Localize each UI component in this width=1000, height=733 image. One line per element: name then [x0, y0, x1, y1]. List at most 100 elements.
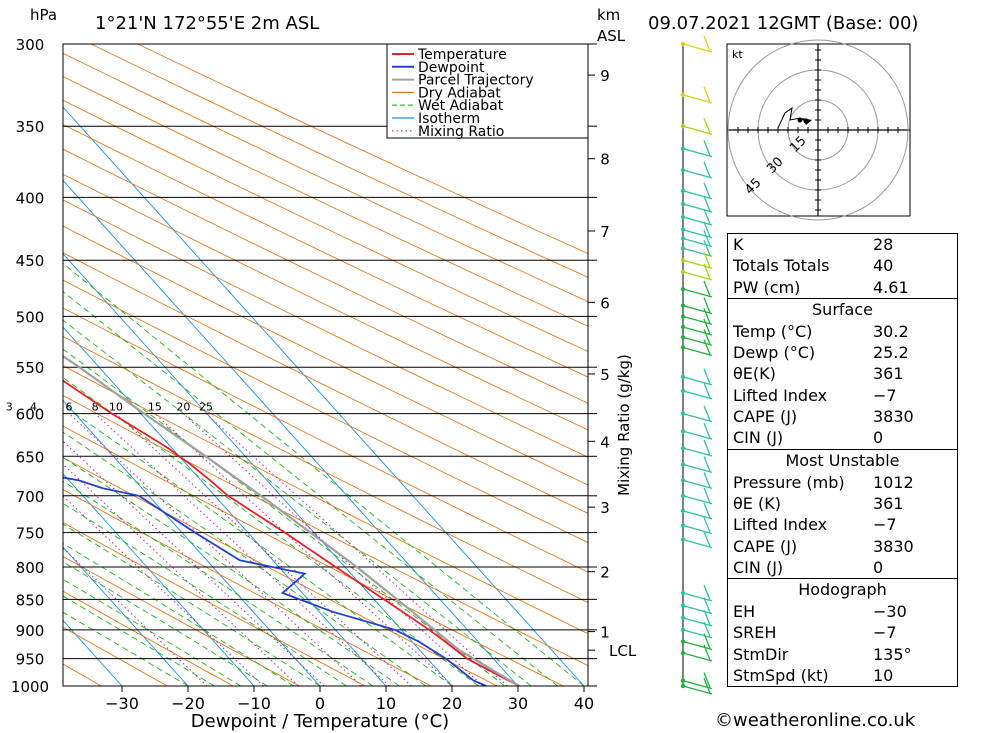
index-value: 0 [873, 557, 884, 577]
index-label: CIN (J) [733, 557, 784, 577]
wind-barb-feather [703, 308, 711, 324]
legend-item: Dry Adiabat [418, 85, 501, 101]
pressure-tick-label: 1000 [11, 678, 49, 696]
mixing-ratio-line [63, 463, 299, 686]
wind-barb-shaft [682, 259, 713, 269]
wind-barb-feather [703, 439, 711, 456]
x-tick-label: 20 [442, 694, 462, 713]
wind-barb-shaft [682, 447, 713, 457]
pressure-tick-label: 750 [16, 525, 45, 543]
wind-barb-shaft [682, 539, 713, 549]
index-row: CAPE (J) 3830 [728, 406, 957, 427]
wind-barb-shaft [682, 412, 713, 423]
dry-adiabat-line [63, 335, 588, 604]
wind-barb-feather [703, 251, 711, 268]
wind-barb-shaft [682, 495, 713, 505]
wind-barb-dot [680, 478, 686, 483]
wind-barb-feather [703, 263, 711, 280]
height-unit-label: km [597, 6, 620, 24]
wind-barb-feather [703, 405, 711, 421]
wind-barb-shaft [682, 346, 713, 357]
hodograph-title: Hodograph [728, 578, 957, 601]
height-tick-label: 5 [600, 366, 610, 384]
wind-barb-shaft [682, 640, 713, 651]
wind-barb-feather [703, 161, 711, 178]
wind-barb-shaft [682, 169, 713, 179]
wind-barb-shaft [682, 271, 713, 281]
x-tick-label: −30 [105, 694, 139, 713]
wind-barb-shaft [682, 463, 713, 474]
isotherm-line [63, 399, 321, 686]
mixing-ratio-label: 6 [66, 401, 73, 414]
pressure-tick-label: 350 [16, 118, 45, 136]
x-tick-label: 40 [574, 694, 594, 713]
wind-barb-shaft [682, 203, 713, 213]
wind-barb-feather [703, 329, 711, 345]
index-label: θE (K) [733, 493, 781, 513]
wind-barb-shaft [682, 304, 713, 315]
index-label: Lifted Index [733, 515, 828, 535]
wind-barb-dot [680, 345, 686, 350]
datetime-label: 09.07.2021 12GMT (Base: 00) [648, 13, 918, 34]
wind-barb-dot [680, 314, 686, 319]
indices-table: K 28 Totals Totals 40 PW (cm) 4.61 Surface Te… [727, 233, 958, 688]
index-label: θE(K) [733, 364, 776, 384]
wind-barb-feather [703, 368, 711, 385]
wind-barb-shaft [682, 510, 713, 520]
pressure-tick-label: 400 [16, 189, 45, 207]
wind-barb-feather [703, 239, 711, 256]
wind-barb-shaft [682, 190, 713, 200]
index-label: CAPE (J) [733, 407, 798, 427]
dry-adiabat-line [137, 44, 588, 255]
wind-barb-dot [680, 445, 686, 451]
pressure-tick-label: 850 [16, 591, 45, 609]
index-value: 10 [873, 666, 894, 686]
index-value: 4.61 [873, 277, 909, 297]
wind-barb-feather [703, 672, 711, 688]
x-tick-label: −20 [171, 694, 205, 713]
mixing-ratio-label: 4 [30, 401, 37, 414]
height-tick-label: 1 [600, 624, 610, 642]
legend-box [386, 43, 589, 139]
hodograph-marker [797, 117, 803, 123]
mixing-ratio-label: 25 [199, 401, 213, 414]
wind-barbs [680, 35, 713, 695]
pressure-tick-label: 900 [16, 622, 45, 640]
mixing-ratio-line [68, 413, 363, 686]
wind-barb-feather [703, 318, 711, 335]
axis-labels: 3003504004505005506006507007508008509009… [11, 36, 637, 713]
index-label: StmSpd (kt) [733, 666, 829, 686]
index-label: Pressure (mb) [733, 472, 845, 492]
index-value: −7 [873, 623, 897, 643]
index-value: −7 [873, 515, 897, 535]
wet-adiabat-line [63, 611, 189, 686]
pressure-tick-label: 500 [16, 308, 45, 326]
index-label: Dewp (°C) [733, 343, 816, 363]
dry-adiabat-line [63, 76, 588, 327]
index-label: StmDir [733, 644, 789, 664]
index-label: PW (cm) [733, 277, 801, 297]
wet-adiabat-line [63, 523, 321, 686]
index-row: CAPE (J) 3830 [728, 536, 957, 557]
wet-adiabat-line [63, 431, 426, 686]
wind-barb-shaft [682, 216, 713, 226]
index-row: SREH −7 [728, 622, 957, 643]
wind-barb-feather [703, 86, 711, 103]
dry-adiabat-line [63, 99, 588, 352]
wind-barb-dot [680, 462, 686, 467]
wind-barb-shaft [682, 652, 713, 662]
dry-adiabat-line [63, 489, 432, 686]
hodograph-unit: kt [732, 48, 743, 61]
index-row: Totals Totals 40 [728, 255, 957, 276]
wind-barb-feather [703, 472, 711, 488]
height-unit-label-asl: ASL [597, 27, 626, 45]
mixing-ratio-label: 10 [109, 401, 123, 414]
wind-barb-shaft [682, 376, 713, 386]
index-value: 3830 [873, 407, 914, 427]
index-value: 3830 [873, 536, 914, 556]
legend-item: Dewpoint [418, 60, 485, 76]
legend-item: Parcel Trajectory [418, 73, 534, 89]
wind-barb-dot [680, 286, 686, 292]
mixing-ratio-line [63, 440, 325, 686]
